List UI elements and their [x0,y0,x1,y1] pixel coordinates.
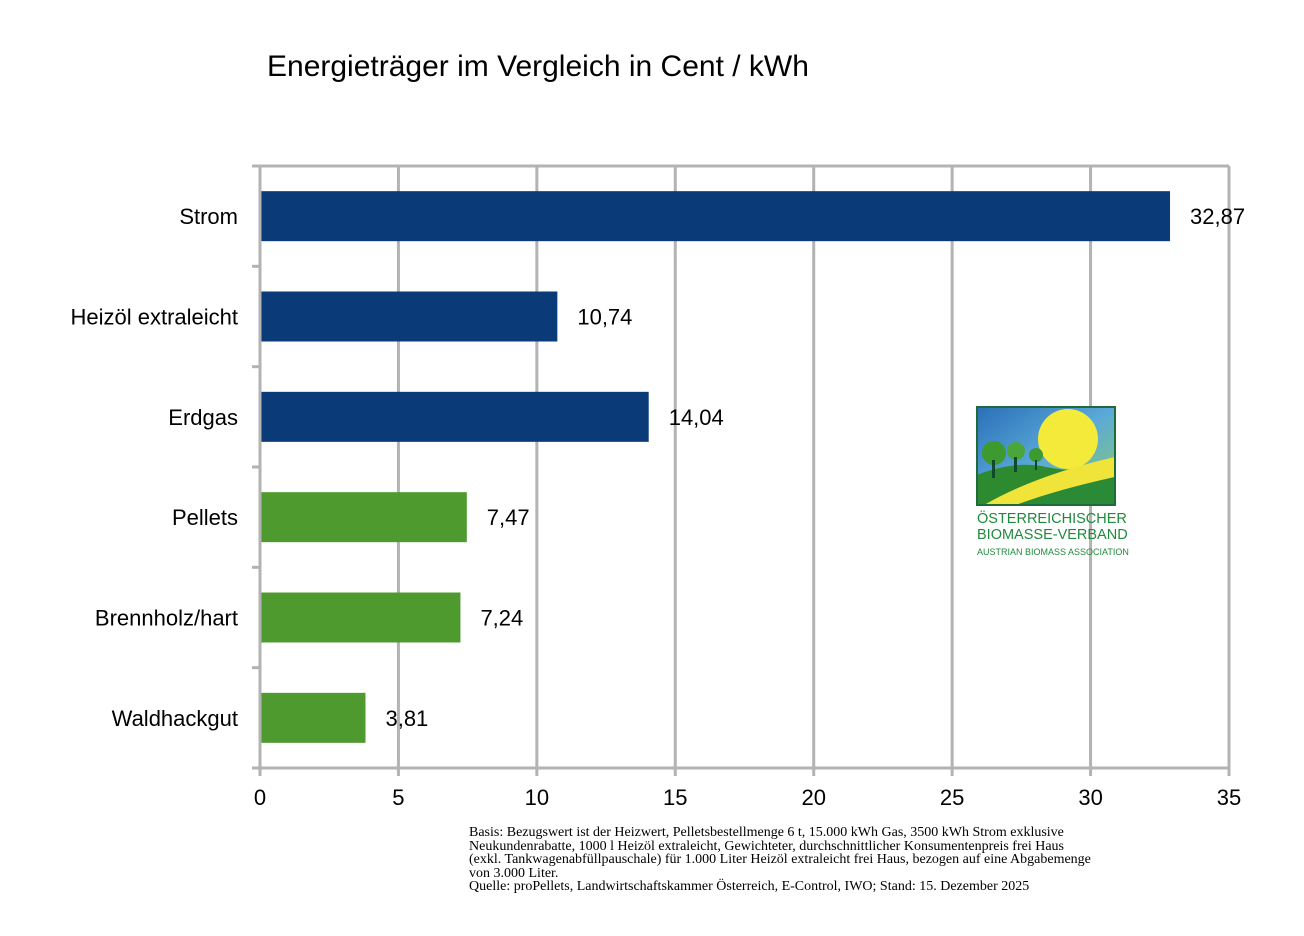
category-label: Strom [179,204,238,229]
chart-title: Energieträger im Vergleich in Cent / kWh [267,50,809,83]
logo-line-2: BIOMASSE-VERBAND [977,527,1128,543]
chart-grid [258,164,1231,768]
category-label: Waldhackgut [112,706,238,731]
footnote-line: (exkl. Tankwagenabfüllpauschale) für 1.0… [469,852,1091,867]
biomasse-verband-logo-icon [976,405,1121,565]
footnote: Basis: Bezugswert ist der Heizwert, Pell… [469,826,1249,894]
data-label: 32,87 [1190,204,1245,229]
bar [261,692,366,743]
data-label: 7,47 [487,505,530,530]
bar [261,492,467,543]
data-label: 10,74 [577,305,632,330]
x-tick-label: 10 [525,785,549,810]
data-label: 7,24 [480,606,523,631]
category-label: Brennholz/hart [95,606,238,631]
category-label: Erdgas [168,405,238,430]
x-tick-label: 20 [801,785,825,810]
x-tick-label: 5 [392,785,404,810]
chart-labels: 0 5 10 15 20 25 30 35 Strom 32,87 Heizöl extraleic… [70,204,1245,810]
data-label: 14,04 [669,405,724,430]
data-label: 3,81 [385,706,428,731]
bar [261,592,461,643]
logo-line-1: ÖSTERREICHISCHER [977,511,1127,527]
x-tick-label: 0 [254,785,266,810]
x-tick-label: 35 [1217,785,1241,810]
footnote-line: von 3.000 Liter. [469,865,559,881]
x-tick-label: 15 [663,785,687,810]
category-label: Pellets [172,505,238,530]
chart-bars [261,191,1171,743]
footnote-line: Neukundenrabatte, 1000 l Heizöl extralei… [469,838,1065,854]
logo-line-3: AUSTRIAN BIOMASS ASSOCIATION [977,547,1129,557]
bar [261,291,558,342]
category-label: Heizöl extraleicht [70,305,238,330]
footnote-source: Quelle: proPellets, Landwirtschaftskamme… [469,879,1030,894]
chart-axes [252,164,1231,776]
x-tick-label: 25 [940,785,964,810]
footnote-line: Basis: Bezugswert ist der Heizwert, Pell… [469,825,1064,840]
bar [261,191,1171,242]
bar [261,391,649,442]
x-tick-label: 30 [1078,785,1102,810]
